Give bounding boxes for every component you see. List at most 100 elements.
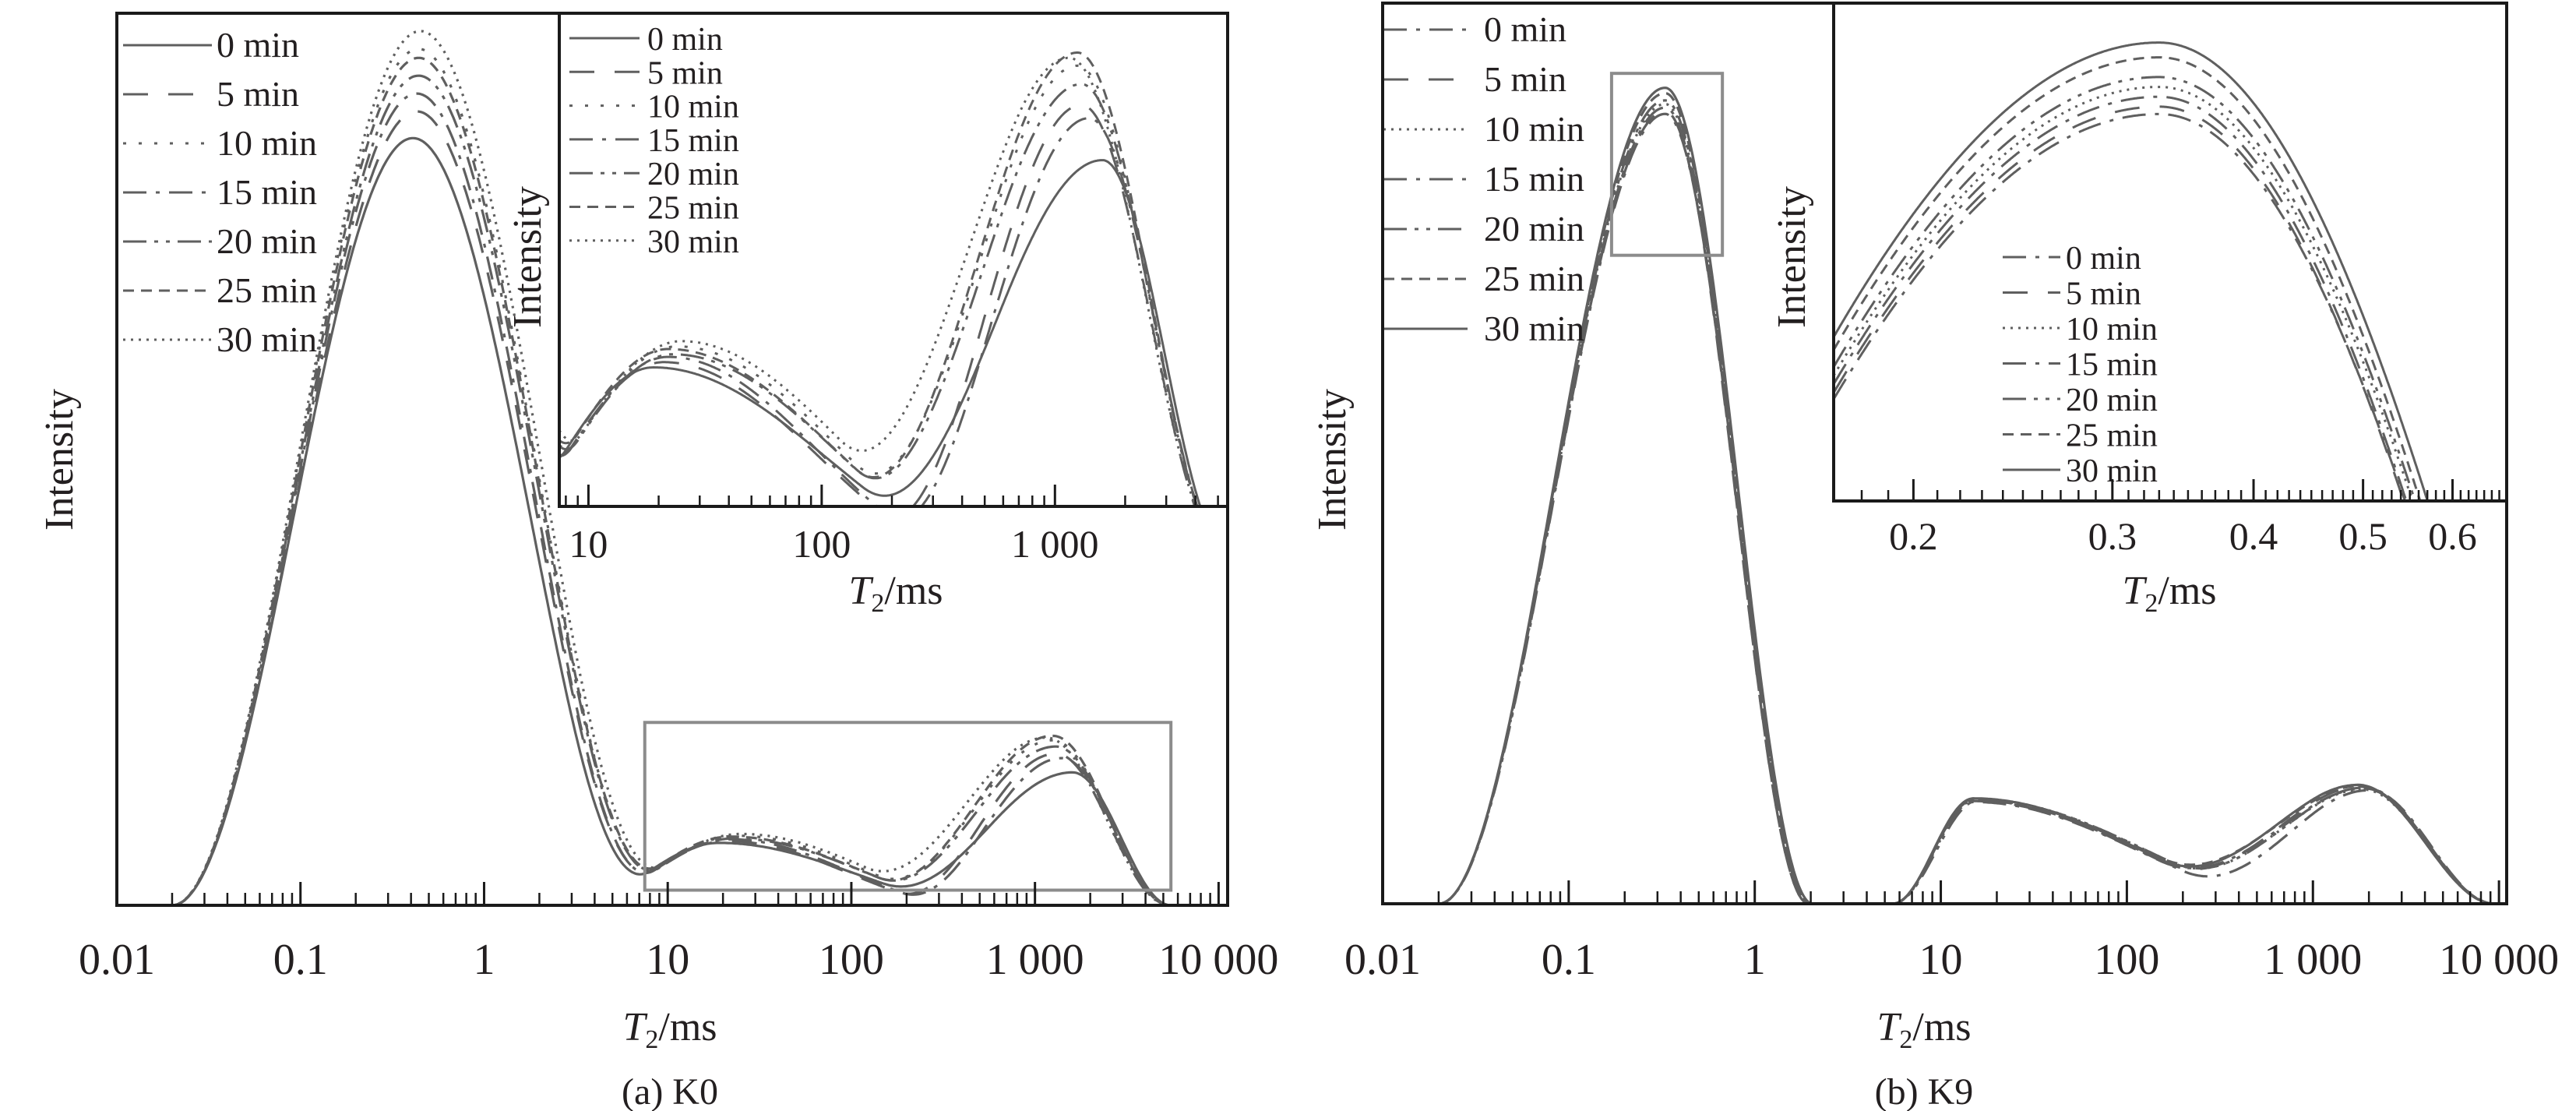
x-axis-subscript: 2 [645, 1025, 658, 1054]
x-tick-label: 100 [2094, 936, 2159, 984]
inset-y-axis-label: Intensity [1770, 186, 1814, 328]
zoom-region-box [643, 721, 1173, 892]
inset-legend-label: 0 min [647, 22, 723, 58]
main-legend-label: 5 min [1484, 59, 1566, 99]
main-legend-label: 5 min [217, 74, 299, 114]
inset-legend-label: 5 min [647, 55, 723, 91]
x-tick-label: 10 000 [2439, 936, 2559, 984]
inset-background [559, 13, 1228, 506]
main-extras: 0 min 5 min 10 min 15 min 20 min 25 min 30 min [1383, 9, 1725, 348]
inset-series-5-min [559, 104, 1196, 506]
inset-legend-label: 0 min [2066, 241, 2141, 277]
inset-x-axis-unit: /ms [884, 569, 943, 613]
plot-frame [1381, 2, 2508, 905]
inset-legend-label: 25 min [2066, 418, 2158, 454]
x-tick-label: 1 [473, 936, 495, 984]
main-legend-label: 15 min [1484, 159, 1584, 199]
x-axis-symbol: T [1876, 1005, 1901, 1049]
x-tick-label: 0.01 [1344, 936, 1421, 984]
inset-x-axis-label: T2/ms [848, 569, 943, 618]
y-axis-label: Intensity [37, 389, 82, 531]
x-tick-label: 10 [646, 936, 689, 984]
inset-curves [1834, 41, 2429, 501]
x-tick-label: 100 [819, 936, 884, 984]
main-curves [1383, 86, 2507, 904]
main-legend-label: 10 min [217, 123, 317, 163]
inset-x-axis-subscript: 2 [871, 589, 884, 618]
inset-x-tick-label: 0.4 [2229, 514, 2278, 558]
inset-series-10-min [1834, 86, 2414, 501]
main-legend-label: 10 min [1484, 109, 1584, 149]
zoom-region-box [1609, 72, 1725, 257]
main-legend-label: 25 min [217, 270, 317, 310]
x-axis-label: T2/ms [622, 1005, 717, 1054]
main-series-20-min [1383, 99, 2507, 904]
x-tick-label: 1 000 [986, 936, 1084, 984]
x-tick-label: 0.1 [1542, 936, 1596, 984]
main-series-5-min [1383, 110, 2507, 904]
main-series-5-min [117, 110, 1228, 905]
inset-legend-label: 25 min [647, 191, 739, 227]
inset-legend-label: 30 min [647, 224, 739, 260]
main-series-30-min [117, 30, 1228, 905]
inset-legend-label: 15 min [2066, 347, 2158, 383]
x-tick-label: 0.01 [79, 936, 155, 984]
inset-series-20-min [1834, 76, 2416, 501]
main-axes: 0.01 0.1 1 10 100 1 000 10 000 [1344, 2, 2559, 984]
panel-caption: (b) K9 [1875, 1071, 1974, 1111]
main-legend-label: 30 min [1484, 309, 1584, 348]
x-axis-symbol: T [622, 1005, 647, 1049]
main-legend-label: 25 min [1484, 259, 1584, 298]
main-legend-label: 20 min [1484, 209, 1584, 249]
y-axis-label: Intensity [1310, 389, 1355, 531]
inset-x-axis-label: T2/ms [2122, 569, 2216, 618]
main-legend-label: 30 min [217, 319, 317, 359]
inset-series-15-min [1834, 95, 2408, 501]
inset-x-axis-symbol: T [2122, 569, 2147, 613]
inset-x-tick-label: 0.3 [2088, 514, 2137, 558]
x-tick-label: 1 000 [2264, 936, 2362, 984]
x-axis-unit: /ms [658, 1005, 717, 1049]
main-legend-label: 20 min [217, 221, 317, 261]
inset-series-10-min [559, 64, 1198, 506]
plot-frame [115, 12, 1229, 907]
inset-x-axis-symbol: T [848, 569, 873, 613]
main-curves [117, 30, 1228, 905]
inset-y-axis-label: Intensity [506, 186, 550, 328]
inset-curves [559, 51, 1202, 506]
inset-legend-label: 5 min [2066, 277, 2141, 312]
inset-series-20-min [559, 83, 1199, 506]
inset-x-axis-subscript: 2 [2144, 589, 2158, 618]
x-tick-label: 0.1 [273, 936, 328, 984]
inset-x-tick-label: 0.6 [2428, 514, 2477, 558]
main-legend-label: 0 min [1484, 9, 1566, 49]
inset-series-25-min [1834, 56, 2422, 501]
x-tick-label: 10 000 [1158, 936, 1278, 984]
inset-series-5-min [1834, 105, 2405, 501]
main-series-15-min [117, 92, 1228, 905]
inset-series-25-min [559, 51, 1199, 506]
x-tick-label: 1 [1744, 936, 1766, 984]
inset-x-tick-label: 1 000 [1011, 522, 1099, 566]
inset-x-tick-label: 0.5 [2338, 514, 2387, 558]
inset-series-30-min [1834, 41, 2429, 501]
inset-x-tick-label: 0.2 [1889, 514, 1938, 558]
main-legend-label: 0 min [217, 25, 299, 65]
inset-series-15-min [559, 117, 1199, 506]
x-axis-label: T2/ms [1876, 1005, 1971, 1054]
x-axis-unit: /ms [1912, 1005, 1971, 1049]
x-axis-subscript: 2 [1899, 1025, 1912, 1054]
main-legend-label: 15 min [217, 172, 317, 212]
main-axes: 0.01 0.1 1 10 100 1 000 10 000 [79, 12, 1278, 984]
inset-x-axis-unit: /ms [2158, 569, 2216, 613]
inset-series-0-min [1834, 112, 2407, 501]
x-tick-label: 10 [1919, 936, 1963, 984]
inset-x-tick-label: 10 [569, 522, 608, 566]
inset-legend-label: 15 min [647, 123, 739, 159]
